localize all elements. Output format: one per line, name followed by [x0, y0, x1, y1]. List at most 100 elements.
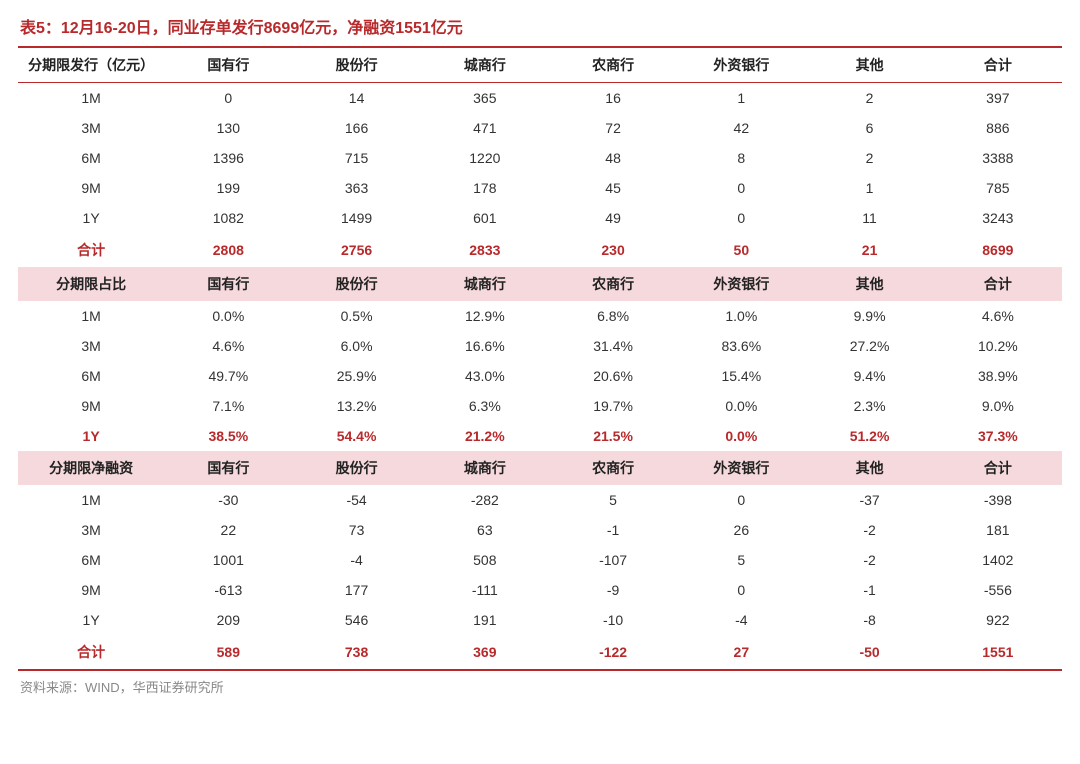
cell: 22 [164, 515, 292, 545]
cell: 6.8% [549, 301, 677, 331]
cell: 471 [421, 113, 549, 143]
cell: 2 [805, 83, 933, 114]
cell: -50 [805, 635, 933, 670]
table-row: 9M1993631784501785 [18, 173, 1062, 203]
cell: 9M [18, 575, 164, 605]
table-row: 6M1396715122048823388 [18, 143, 1062, 173]
cell: 6M [18, 143, 164, 173]
col-header: 股份行 [292, 47, 420, 83]
cell: 26 [677, 515, 805, 545]
cell: 51.2% [805, 421, 933, 451]
table-row: 3M13016647172426886 [18, 113, 1062, 143]
cell: 分期限净融资 [18, 451, 164, 485]
cell: 农商行 [549, 267, 677, 301]
cell: 合计 [934, 451, 1062, 485]
cell: -556 [934, 575, 1062, 605]
cell: -107 [549, 545, 677, 575]
cell: 1499 [292, 203, 420, 233]
cell: 10.2% [934, 331, 1062, 361]
cell: 546 [292, 605, 420, 635]
total-row: 合计589738369-12227-501551 [18, 635, 1062, 670]
cell: 0 [677, 575, 805, 605]
cell: 1 [805, 173, 933, 203]
cell: 6.3% [421, 391, 549, 421]
cell: 177 [292, 575, 420, 605]
cell: 19.7% [549, 391, 677, 421]
cell: 5 [549, 485, 677, 515]
cell: 2833 [421, 233, 549, 267]
cell: 83.6% [677, 331, 805, 361]
col-header: 国有行 [164, 47, 292, 83]
cell: 9.4% [805, 361, 933, 391]
cell: 1M [18, 83, 164, 114]
cell: 0 [677, 485, 805, 515]
cell: 其他 [805, 267, 933, 301]
cell: -4 [677, 605, 805, 635]
table-row: 1M-30-54-28250-37-398 [18, 485, 1062, 515]
cell: 181 [934, 515, 1062, 545]
header-row-percentage: 分期限占比国有行股份行城商行农商行外资银行其他合计 [18, 267, 1062, 301]
col-header: 合计 [934, 47, 1062, 83]
cell: 38.5% [164, 421, 292, 451]
cell: 股份行 [292, 451, 420, 485]
cell: 166 [292, 113, 420, 143]
cell: -613 [164, 575, 292, 605]
cell: 785 [934, 173, 1062, 203]
cell: 0.0% [164, 301, 292, 331]
cell: 1M [18, 301, 164, 331]
cell: 48 [549, 143, 677, 173]
cell: 42 [677, 113, 805, 143]
cell: -30 [164, 485, 292, 515]
cell: 230 [549, 233, 677, 267]
cell: 外资银行 [677, 267, 805, 301]
table-row: 1M0.0%0.5%12.9%6.8%1.0%9.9%4.6% [18, 301, 1062, 331]
cell: 54.4% [292, 421, 420, 451]
cell: -1 [805, 575, 933, 605]
cell: 国有行 [164, 267, 292, 301]
table-row: 9M-613177-111-90-1-556 [18, 575, 1062, 605]
cell: 16.6% [421, 331, 549, 361]
cell: 1 [677, 83, 805, 114]
cell: 43.0% [421, 361, 549, 391]
cell: 0 [677, 203, 805, 233]
cell: 45 [549, 173, 677, 203]
cell: 130 [164, 113, 292, 143]
cell: 209 [164, 605, 292, 635]
cell: 589 [164, 635, 292, 670]
highlight-row: 1Y38.5%54.4%21.2%21.5%0.0%51.2%37.3% [18, 421, 1062, 451]
cell: 1396 [164, 143, 292, 173]
cell: 21.5% [549, 421, 677, 451]
cell: 27.2% [805, 331, 933, 361]
cell: 3243 [934, 203, 1062, 233]
total-row: 合计28082756283323050218699 [18, 233, 1062, 267]
cell: 0.0% [677, 391, 805, 421]
col-header: 城商行 [421, 47, 549, 83]
col-header: 分期限发行（亿元） [18, 47, 164, 83]
cell: 37.3% [934, 421, 1062, 451]
cell: 2808 [164, 233, 292, 267]
cell: 63 [421, 515, 549, 545]
cell: 2.3% [805, 391, 933, 421]
cell: 4.6% [934, 301, 1062, 331]
cell: 11 [805, 203, 933, 233]
cell: 9.0% [934, 391, 1062, 421]
cell: -2 [805, 515, 933, 545]
cell: 1402 [934, 545, 1062, 575]
cell: 738 [292, 635, 420, 670]
cell: 178 [421, 173, 549, 203]
cell: 1Y [18, 203, 164, 233]
table-row: 6M49.7%25.9%43.0%20.6%15.4%9.4%38.9% [18, 361, 1062, 391]
cell: 3388 [934, 143, 1062, 173]
cell: -282 [421, 485, 549, 515]
cell: 21 [805, 233, 933, 267]
cell: -1 [549, 515, 677, 545]
cell: 16 [549, 83, 677, 114]
cell: -9 [549, 575, 677, 605]
cell: 7.1% [164, 391, 292, 421]
header-row-issuance: 分期限发行（亿元） 国有行 股份行 城商行 农商行 外资银行 其他 合计 [18, 47, 1062, 83]
cell: 1220 [421, 143, 549, 173]
col-header: 农商行 [549, 47, 677, 83]
cell: 25.9% [292, 361, 420, 391]
cell: 9M [18, 391, 164, 421]
cell: -122 [549, 635, 677, 670]
